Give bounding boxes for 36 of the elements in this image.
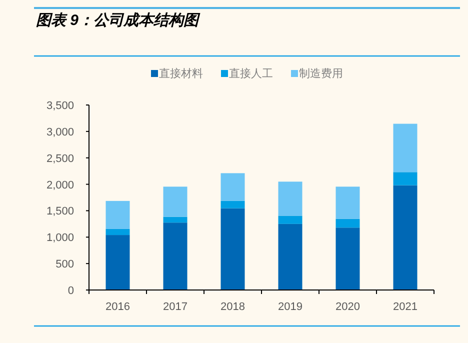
bar [278,216,302,224]
bar [163,216,188,223]
bar [220,208,245,290]
x-tick-label: 2020 [336,301,360,313]
y-tick-label: 1,000 [46,232,74,244]
y-tick-label: 2,500 [46,152,74,165]
bar [106,228,130,236]
bar [393,124,418,172]
legend-label: 直接人工 [229,67,273,80]
bar [393,172,418,186]
y-tick-label: 3,000 [46,126,74,138]
y-tick-label: 0 [68,285,74,297]
bar [336,228,360,290]
chart-title: 图表 9：公司成本结构图 [36,12,201,29]
legend-label: 制造费用 [299,67,343,80]
bar [106,200,130,229]
bar [393,185,418,290]
y-tick-label: 2,000 [46,179,74,192]
x-tick-label: 2018 [220,301,245,313]
x-tick-label: 2021 [393,301,418,313]
y-tick-label: 3,500 [46,100,74,112]
x-tick-label: 2017 [163,301,188,313]
x-tick-label: 2019 [278,301,302,313]
y-tick-label: 1,500 [46,206,74,218]
legend-label: 直接材料 [159,67,203,80]
bar [106,235,130,290]
bar [278,224,302,290]
bar [163,222,188,290]
bar [220,200,245,208]
bar [220,173,245,201]
bar [278,182,302,216]
bar [336,218,360,228]
x-tick-label: 2016 [106,301,130,313]
y-tick-label: 500 [56,258,74,271]
bar [163,186,188,217]
bar [336,186,360,219]
